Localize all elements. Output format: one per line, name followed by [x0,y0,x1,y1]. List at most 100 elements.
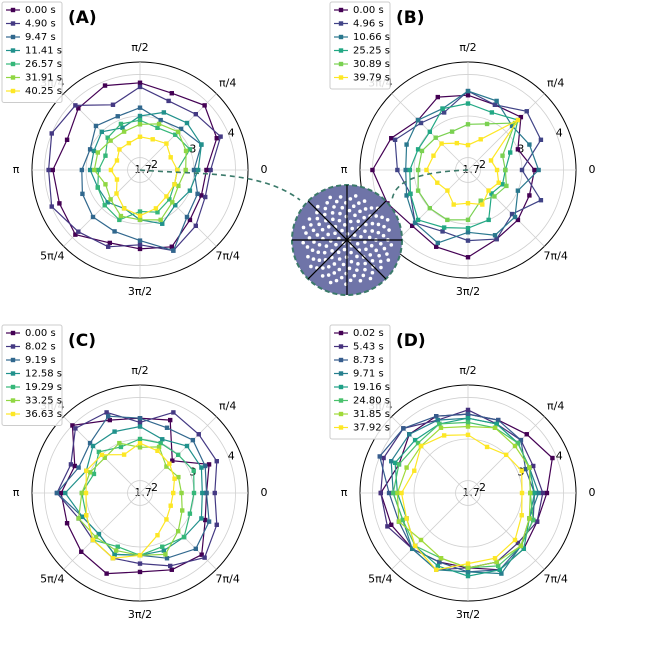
marker [91,471,97,477]
marker [488,158,494,163]
marker [494,421,499,427]
marker [117,440,122,446]
marker [524,109,529,114]
plate-dot [370,221,375,226]
marker [500,182,505,187]
r-tick-label: 2 [151,481,158,494]
plate-dot [332,205,336,209]
marker [527,142,532,147]
marker [385,524,390,529]
marker [200,490,205,496]
marker [195,191,200,197]
plate-dot [348,219,353,224]
marker [105,200,110,205]
marker [531,517,536,523]
marker [509,211,515,217]
marker [118,444,124,450]
legend-label: 8.02 s [25,342,56,353]
marker [536,167,541,173]
marker [518,543,524,549]
marker [168,417,173,423]
legend-marker [10,7,16,13]
legend-label: 11.41 s [25,46,62,57]
marker [496,417,501,423]
marker [70,423,75,428]
marker [137,134,143,139]
marker [404,142,409,147]
marker [465,122,471,127]
marker [168,503,173,508]
marker [73,426,78,431]
legend-label: 9.71 s [353,369,384,380]
legend-marker [338,21,344,26]
plate-dot [374,248,379,253]
r-tick-label: 2 [479,481,486,494]
plate-dot [355,242,360,246]
marker [161,548,167,553]
marker [96,449,102,455]
marker [435,417,440,423]
marker [137,122,143,127]
theta-tick-label: π/2 [131,41,148,54]
theta-tick-label: 0 [261,486,268,499]
marker [512,214,518,220]
marker [153,206,159,211]
theta-tick-label: 7π/4 [216,249,240,262]
marker [524,432,529,437]
plate-dot [338,195,343,199]
marker [168,155,173,160]
plate-dot [369,206,374,210]
theta-tick-label: 5π/4 [40,572,64,585]
legend-label: 8.73 s [353,355,384,366]
marker [424,167,429,173]
plate-dot [326,224,331,229]
legend-label: 24.80 s [353,396,390,407]
marker [441,110,447,115]
plate-dot [376,222,381,227]
marker [381,455,386,461]
plate-dot [377,253,381,258]
plate-dot [309,223,313,227]
legend-label: 30.89 s [353,59,390,70]
r-tick-label: 1.7 [134,486,152,499]
plate-dot [378,241,383,246]
marker [515,117,521,123]
marker [115,114,120,119]
marker [465,420,471,425]
marker [401,426,406,431]
marker [118,213,124,219]
plate-dot [315,204,320,209]
marker [169,91,174,96]
r-tick-label: 4 [556,449,563,462]
marker [102,83,108,88]
plate-dot [389,243,394,247]
plate-dot [368,253,373,257]
marker [155,125,160,130]
legend-marker [338,61,344,67]
legend-label: 33.25 s [25,396,62,407]
marker [137,238,143,243]
marker [73,232,78,237]
plate-dot [323,212,327,217]
theta-tick-label: π/4 [219,400,236,413]
plate-dot [307,236,312,240]
theta-tick-label: 7π/4 [216,572,240,585]
marker [527,465,532,470]
theta-tick-label: 7π/4 [544,249,568,262]
marker [54,490,60,496]
marker [137,209,143,214]
marker [196,432,201,437]
marker [195,167,201,173]
plate-dot [320,227,325,232]
legend-label: 0.00 s [353,5,384,16]
marker [500,153,505,158]
marker [486,217,491,223]
marker [87,470,93,475]
marker [187,511,193,516]
plate-dot [368,276,373,281]
plate-dot [326,232,330,237]
plate-dot [337,267,342,272]
marker [465,142,471,148]
legend-marker [338,398,344,403]
marker [199,142,204,147]
